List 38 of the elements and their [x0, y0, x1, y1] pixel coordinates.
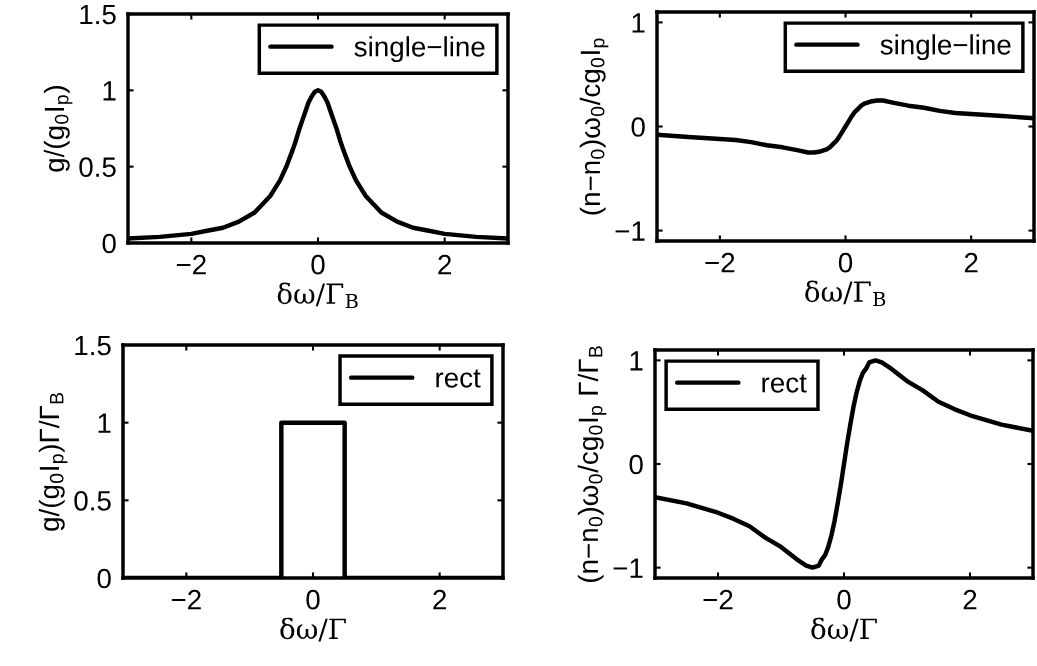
legend-label: single−line: [354, 36, 485, 63]
x-tick-label: −2: [176, 254, 206, 275]
legend-label: rect: [762, 374, 807, 393]
y-axis-title: (n−n$_{0}$)ω$_{0}$/cg$_{0}$I$_{p}$: [579, 38, 609, 215]
y-tick-label: 1: [632, 13, 645, 33]
y-tick-label: 1: [103, 81, 116, 101]
x-axis-title: δω/Γ: [280, 617, 346, 642]
x-tick-label: 2: [433, 589, 446, 610]
y-tick-label: 0: [631, 117, 645, 137]
y-tick-label: 1.5: [75, 335, 111, 356]
x-tick-label: 2: [963, 589, 977, 610]
y-axis-title: g/(g$_{0}$I$_{p}$): [43, 86, 73, 172]
legend-label: rect: [436, 369, 481, 388]
x-tick-label: 0: [306, 589, 320, 610]
y-tick-label: 1: [98, 413, 111, 433]
y-tick-label: 0: [102, 233, 116, 254]
y-tick-label: 1: [630, 351, 643, 371]
x-tick-label: −2: [171, 589, 201, 610]
x-tick-label: 0: [838, 252, 853, 273]
x-tick-label: 2: [438, 254, 451, 275]
y-tick-label: 0: [629, 454, 643, 475]
text: (n−n$_{0}$)ω$_{0}$/cg$_{0}$I$_{p}$ Γ/Γ$_{B}$: [577, 346, 607, 582]
x-axis-title: δω/Γ$_{B}$: [277, 282, 358, 309]
y-tick-label: 0.5: [79, 157, 116, 178]
y-axis-title: g/(g$_{0}$I$_{p}$)Γ/Γ$_{B}$: [38, 392, 68, 531]
y-tick-label: 0: [97, 568, 111, 589]
x-tick-label: −2: [705, 252, 735, 273]
x-axis-title: δω/Γ$_{B}$: [805, 280, 886, 307]
legend-label: single−line: [880, 34, 1011, 61]
x-tick-label: 0: [837, 589, 851, 610]
x-tick-label: 0: [311, 254, 325, 275]
x-tick-label: −2: [703, 589, 733, 610]
x-tick-label: 2: [964, 252, 978, 273]
x-axis-title: δω/Γ: [811, 617, 877, 642]
y-tick-label: 0.5: [74, 491, 111, 511]
y-tick-label: −1: [613, 558, 643, 578]
y-tick-label: 1.5: [80, 4, 116, 25]
y-tick-label: −1: [615, 221, 645, 241]
